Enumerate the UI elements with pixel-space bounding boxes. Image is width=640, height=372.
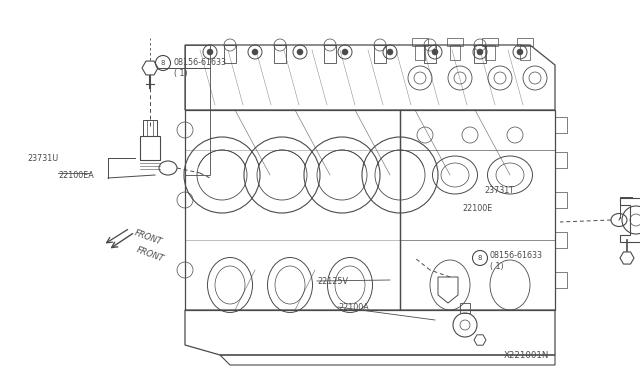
Bar [555, 232, 567, 248]
Bar [447, 38, 463, 46]
Bar [274, 45, 286, 63]
Bar [485, 45, 495, 60]
Circle shape [477, 49, 483, 55]
Text: 23731U: 23731U [27, 154, 58, 163]
Text: 08156-61633: 08156-61633 [174, 58, 227, 67]
Bar [555, 192, 567, 208]
Text: 08156-61633: 08156-61633 [490, 251, 543, 260]
Bar [424, 45, 436, 63]
Circle shape [297, 49, 303, 55]
Text: ( 1): ( 1) [490, 263, 504, 272]
Text: 22100E: 22100E [462, 203, 492, 212]
Bar [415, 45, 425, 60]
Bar [474, 45, 486, 63]
Bar [324, 45, 336, 63]
Bar [374, 45, 386, 63]
Text: X221001N: X221001N [504, 350, 549, 359]
Bar [555, 117, 567, 133]
Text: 22100EA: 22100EA [58, 170, 93, 180]
Text: FRONT: FRONT [135, 246, 165, 264]
Text: 23731T: 23731T [484, 186, 514, 195]
Circle shape [387, 49, 393, 55]
Bar [224, 45, 236, 63]
Bar [143, 120, 157, 136]
Text: ( 1): ( 1) [174, 68, 188, 77]
Circle shape [517, 49, 523, 55]
Bar [412, 38, 428, 46]
Text: 22125V: 22125V [317, 278, 348, 286]
Bar [450, 45, 460, 60]
Bar [520, 45, 530, 60]
Bar [140, 136, 160, 160]
Bar [517, 38, 533, 46]
Circle shape [252, 49, 258, 55]
Bar [555, 152, 567, 168]
Circle shape [207, 49, 213, 55]
Circle shape [432, 49, 438, 55]
Text: 8: 8 [477, 255, 483, 261]
Circle shape [342, 49, 348, 55]
Bar [460, 303, 470, 313]
Bar [555, 272, 567, 288]
Text: 22100A: 22100A [338, 304, 369, 312]
Text: 8: 8 [161, 60, 165, 66]
Bar [482, 38, 498, 46]
Text: FRONT: FRONT [133, 229, 163, 247]
